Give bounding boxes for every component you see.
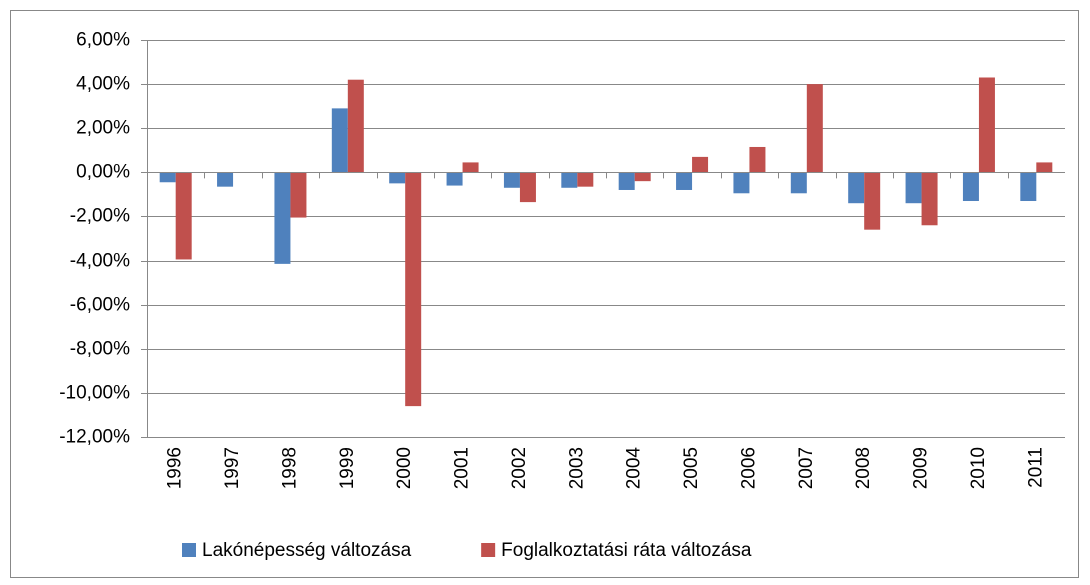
x-tick-label: 2001 <box>452 447 473 489</box>
bar <box>905 172 922 204</box>
x-tick-label: 2006 <box>738 447 759 489</box>
x-tick-label: 2002 <box>509 447 530 489</box>
bar <box>462 162 479 173</box>
bar <box>806 84 823 173</box>
bar <box>921 172 938 226</box>
bar <box>618 172 635 190</box>
x-tick-label: 1997 <box>222 447 243 489</box>
x-tick-label: 2005 <box>681 447 702 489</box>
bar <box>978 77 995 173</box>
legend-swatch <box>481 543 496 557</box>
bar <box>159 172 176 183</box>
bar <box>676 172 693 190</box>
bar <box>634 172 651 182</box>
legend-label: Foglalkoztatási ráta változása <box>501 540 752 561</box>
bar <box>561 172 578 188</box>
y-tick-label: 4,00% <box>76 74 130 95</box>
y-tick-label: -2,00% <box>70 206 130 227</box>
x-tick-label: 2000 <box>394 447 415 489</box>
bar <box>347 79 364 173</box>
bar <box>405 172 422 407</box>
x-tick-label: 2003 <box>566 447 587 489</box>
bar <box>962 172 979 202</box>
x-tick-label: 1999 <box>337 447 358 489</box>
x-tick-label: 1998 <box>279 447 300 489</box>
bar <box>389 172 406 184</box>
bar <box>692 156 709 173</box>
bar <box>577 172 594 187</box>
bar <box>217 172 234 187</box>
y-tick-label: -6,00% <box>70 295 130 316</box>
bar <box>1036 162 1053 173</box>
chart-frame <box>10 10 1079 578</box>
bar <box>331 108 348 173</box>
bar <box>733 172 750 194</box>
x-tick-label: 2011 <box>1025 447 1046 488</box>
bar <box>749 146 766 173</box>
x-tick-label: 1996 <box>165 447 186 489</box>
y-tick-label: -10,00% <box>59 383 130 404</box>
legend-swatch <box>182 543 196 557</box>
x-tick-label: 2007 <box>796 447 817 489</box>
x-tick-label: 2008 <box>853 447 874 489</box>
x-tick-label: 2009 <box>911 447 932 489</box>
bar <box>503 172 520 188</box>
y-tick-label: -8,00% <box>70 339 130 360</box>
y-tick-label: -12,00% <box>59 427 130 448</box>
bar <box>175 172 192 260</box>
y-tick-label: 2,00% <box>76 118 130 139</box>
bar <box>848 172 865 204</box>
bar <box>290 172 307 218</box>
y-tick-label: 6,00% <box>76 30 130 51</box>
bar <box>519 172 536 203</box>
y-tick-label: -4,00% <box>70 251 130 272</box>
y-tick-label: 0,00% <box>76 162 130 183</box>
bar <box>1020 172 1037 202</box>
bar <box>864 172 881 230</box>
legend-label: Lakónépesség változása <box>202 540 412 561</box>
x-tick-label: 2004 <box>624 447 645 490</box>
bar <box>274 172 291 264</box>
bar <box>446 172 463 186</box>
x-tick-label: 2010 <box>968 447 989 489</box>
bar <box>790 172 807 194</box>
